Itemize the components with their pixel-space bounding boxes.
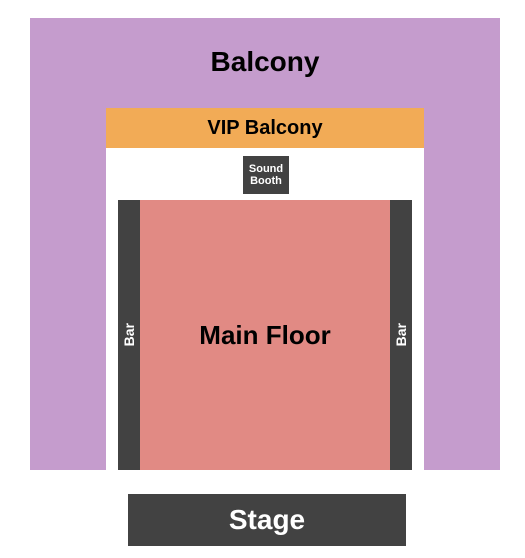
main-floor-label: Main Floor bbox=[199, 320, 330, 351]
bar-left-label: Bar bbox=[121, 323, 137, 346]
sound-booth-label-2: Booth bbox=[250, 175, 282, 187]
main-floor-section[interactable]: Main Floor bbox=[140, 200, 390, 470]
bar-left-section[interactable]: Bar bbox=[118, 200, 140, 470]
vip-balcony-section[interactable]: VIP Balcony bbox=[106, 108, 424, 148]
sound-booth-section: Sound Booth bbox=[243, 156, 289, 194]
sound-booth-label-1: Sound bbox=[249, 163, 283, 175]
vip-balcony-label: VIP Balcony bbox=[207, 117, 322, 140]
bar-right-section[interactable]: Bar bbox=[390, 200, 412, 470]
stage-label: Stage bbox=[229, 504, 305, 536]
stage-section: Stage bbox=[128, 494, 406, 546]
bar-right-label: Bar bbox=[393, 323, 409, 346]
